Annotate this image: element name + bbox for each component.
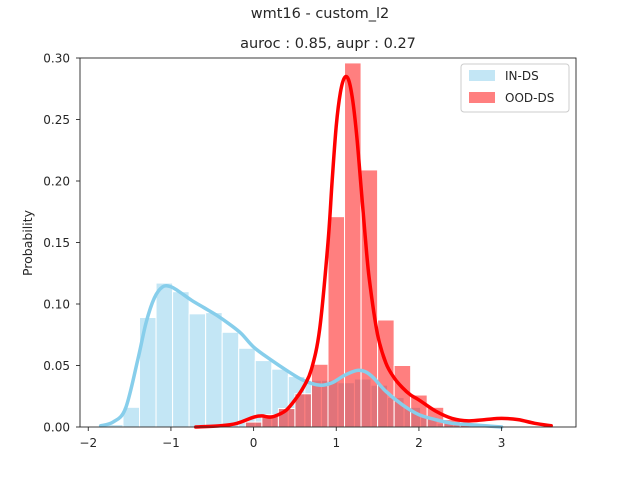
y-tick-label: 0.05 [43,359,70,373]
in-ds-bar-5 [188,313,207,428]
x-tick-label: 0 [250,436,258,450]
ood-ds-bar-5 [327,216,346,428]
in-ds-bar-8 [238,347,256,428]
ood-ds-bar-0 [244,421,263,428]
y-tick-label: 0.25 [43,113,70,127]
in-ds-legend-label: IN-DS [505,69,539,83]
ood-ds-bar-4 [310,363,329,428]
y-tick-label: 0.10 [43,298,70,312]
x-axis-ticks: −2 −1 0 1 2 3 [79,427,505,450]
y-axis-ticks: 0.00 0.05 0.10 0.15 0.20 0.25 0.30 [43,52,80,435]
in-ds-legend-swatch [469,70,495,81]
histogram-bars [105,62,504,428]
ood-ds-legend-swatch [469,92,495,103]
in-ds-bar-4 [172,291,190,428]
y-axis-label: Probability [20,209,35,276]
y-tick-label: 0.00 [43,421,70,435]
ood-ds-bar-9 [393,365,412,428]
y-tick-label: 0.15 [43,236,70,250]
x-tick-label: −2 [79,436,97,450]
ood-ds-legend-label: OOD-DS [505,91,554,105]
chart-title: auroc : 0.85, aupr : 0.27 [240,36,416,52]
in-ds-bar-3 [155,282,174,428]
y-tick-label: 0.20 [43,175,70,189]
in-ds-bar-7 [221,331,240,428]
y-tick-label: 0.30 [43,52,70,66]
figure-suptitle: wmt16 - custom_l2 [250,6,390,22]
x-tick-label: 1 [332,436,340,450]
legend: IN-DS OOD-DS [460,63,570,113]
ood-ds-kde-line [193,74,553,429]
in-ds-kde-line [98,284,504,429]
in-ds-bar-6 [205,312,223,428]
x-tick-label: −1 [162,436,180,450]
x-tick-label: 3 [498,436,506,450]
kde-curves [98,74,553,429]
x-tick-label: 2 [415,436,423,450]
